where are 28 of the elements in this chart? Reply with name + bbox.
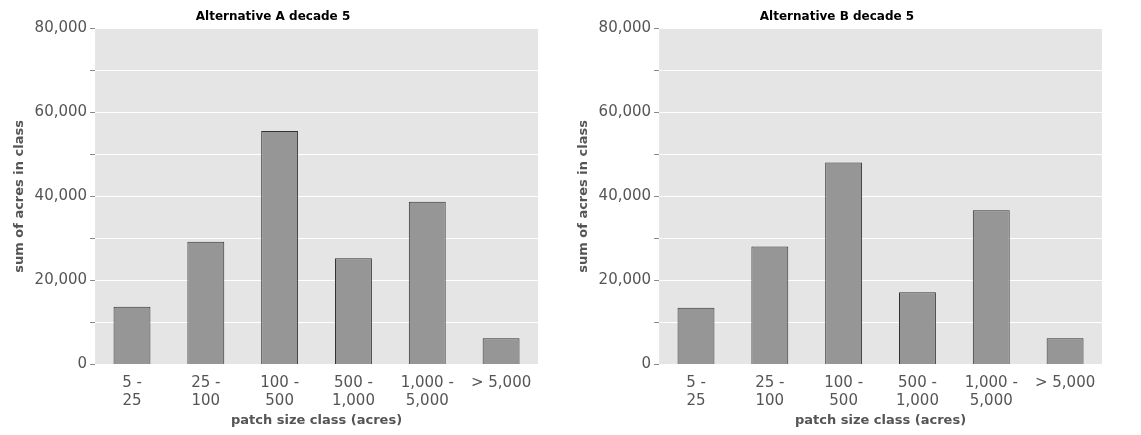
x-tick-label: 5 - 25 <box>686 373 706 410</box>
y-tick-label: 40,000 <box>598 186 652 205</box>
x-axis-title: patch size class (acres) <box>230 411 403 427</box>
x-tick-label: > 5,000 <box>1034 373 1096 392</box>
x-tick-label: 500 - 1,000 <box>331 373 375 410</box>
chart-title: Alternative A decade 5 <box>195 9 351 24</box>
x-tick-label: 1,000 - 5,000 <box>400 373 454 410</box>
y-tick-label: 40,000 <box>34 186 88 205</box>
y-tick-label: 80,000 <box>598 18 652 37</box>
x-tick-label: 100 - 500 <box>260 373 300 410</box>
y-tick-label: 0 <box>77 354 88 373</box>
x-tick-label: > 5,000 <box>470 373 532 392</box>
x-tick-label: 25 - 100 <box>191 373 221 410</box>
y-tick-label: 80,000 <box>34 18 88 37</box>
y-tick-label: 60,000 <box>34 102 88 121</box>
y-tick-label: 20,000 <box>34 270 88 289</box>
y-tick-label: 0 <box>641 354 652 373</box>
y-tick-label: 60,000 <box>598 102 652 121</box>
x-tick-label: 5 - 25 <box>122 373 142 410</box>
y-tick-label: 20,000 <box>598 270 652 289</box>
x-tick-label: 1,000 - 5,000 <box>964 373 1018 410</box>
x-axis-title: patch size class (acres) <box>794 411 967 427</box>
x-tick-label: 500 - 1,000 <box>895 373 939 410</box>
x-tick-label: 100 - 500 <box>824 373 864 410</box>
y-axis-title: sum of acres in class <box>11 119 27 273</box>
chart-title: Alternative B decade 5 <box>759 9 915 24</box>
y-axis-title: sum of acres in class <box>575 119 591 273</box>
x-tick-label: 25 - 100 <box>755 373 785 410</box>
